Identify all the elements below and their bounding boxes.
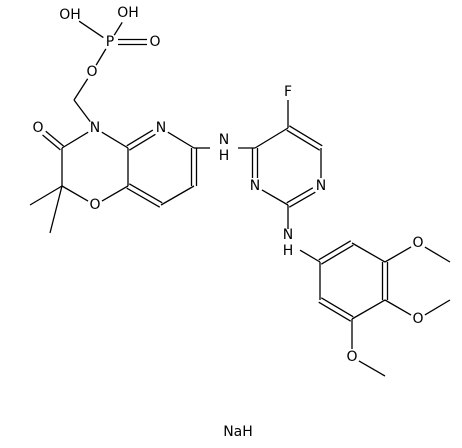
bond <box>61 131 89 149</box>
bond <box>351 242 386 263</box>
atom-label: N <box>156 120 166 136</box>
atom-label: N <box>90 120 100 136</box>
bond <box>288 191 316 208</box>
bond <box>424 299 451 316</box>
bond <box>101 131 129 149</box>
atom-label: NH <box>216 132 232 164</box>
atom-label: O <box>346 349 357 365</box>
bond <box>384 246 412 263</box>
atom-label: O <box>32 120 43 136</box>
bond <box>351 299 386 320</box>
bond <box>29 185 63 206</box>
atom-label: O <box>149 34 160 50</box>
bond <box>95 48 107 66</box>
bond <box>61 185 89 202</box>
bond <box>299 249 321 263</box>
atom-label: N <box>250 178 260 194</box>
bond <box>160 185 195 206</box>
bond <box>78 20 104 39</box>
bond <box>318 240 352 261</box>
bond <box>424 246 451 263</box>
atom-label: F <box>284 84 292 100</box>
atom-label: P <box>106 34 114 50</box>
atom-label: OH <box>59 7 81 23</box>
bond <box>286 129 321 151</box>
bond <box>45 130 65 147</box>
atom-label: O <box>89 197 100 213</box>
bond <box>320 297 354 318</box>
bond <box>254 127 289 149</box>
atom-label: OH <box>117 5 139 21</box>
bond <box>128 133 156 151</box>
bond <box>288 125 323 147</box>
bond <box>101 185 129 202</box>
bond <box>128 183 163 204</box>
atom-label: N <box>316 178 326 194</box>
bond <box>49 185 63 234</box>
bond <box>126 187 161 208</box>
atom-label: O <box>86 64 97 80</box>
bond <box>286 187 314 204</box>
bond <box>73 78 89 101</box>
bond <box>42 134 61 151</box>
bond <box>113 22 123 36</box>
bond <box>261 189 289 206</box>
bond <box>126 129 154 147</box>
bond <box>73 99 91 122</box>
bond <box>384 299 412 316</box>
atom-label: O <box>412 311 423 327</box>
bond <box>320 244 354 265</box>
bond <box>318 301 352 322</box>
bond <box>167 131 195 149</box>
atom-label: NH <box>280 227 296 259</box>
atom-label: O <box>412 235 423 251</box>
bond <box>358 360 386 377</box>
salt-label: NaH <box>223 424 253 440</box>
